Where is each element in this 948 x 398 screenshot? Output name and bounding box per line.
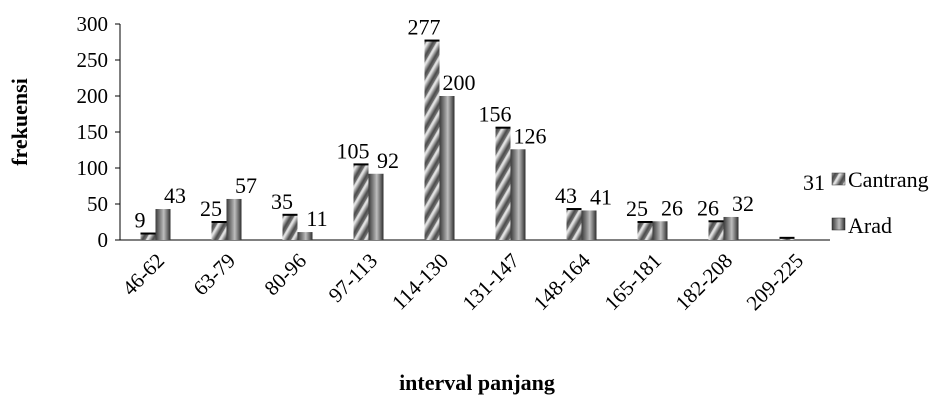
x-tick-label: 114-130 — [387, 249, 453, 315]
data-label-cantrang: 26 — [697, 195, 719, 220]
data-label-cantrang: 105 — [337, 138, 370, 163]
y-tick-label: 300 — [77, 12, 109, 36]
data-label-arad: 31 — [803, 170, 825, 195]
data-label-arad: 11 — [306, 206, 327, 231]
bar-cantrang — [282, 214, 298, 240]
y-tick-labels: 0 50 100 150 200 250 300 — [77, 12, 120, 252]
bar-arad — [368, 173, 384, 240]
data-label-arad: 126 — [514, 123, 547, 148]
data-label-cantrang: 43 — [555, 183, 577, 208]
legend: Cantrang Arad — [831, 167, 929, 238]
data-label-arad: 26 — [661, 195, 683, 220]
bar-arad — [581, 210, 597, 240]
bar-arad — [510, 149, 526, 240]
data-label-cantrang: 25 — [200, 196, 222, 221]
data-label-arad: 41 — [590, 184, 612, 209]
bar-cantrang — [566, 209, 582, 240]
bar-cantrang — [779, 237, 795, 240]
x-tick-label: 46-62 — [117, 249, 169, 301]
bar-arad — [652, 221, 668, 240]
data-label-arad: 43 — [164, 183, 186, 208]
bar-cantrang — [708, 221, 724, 240]
data-label-cantrang: 277 — [408, 15, 441, 40]
bar-cantrang — [140, 233, 156, 240]
x-tick-label: 131-147 — [458, 249, 524, 315]
data-label-arad: 57 — [235, 173, 257, 198]
legend-swatch-arad — [831, 217, 846, 231]
x-tick-label: 63-79 — [188, 249, 240, 301]
data-label-cantrang: 9 — [135, 208, 146, 233]
bar-cantrang — [424, 40, 440, 241]
legend-label-cantrang: Cantrang — [848, 167, 929, 192]
x-tick-label: 148-164 — [529, 248, 596, 315]
x-tick-label: 97-113 — [324, 249, 382, 307]
bar-arad — [723, 216, 739, 240]
x-tick-label: 209-225 — [742, 249, 808, 315]
x-axis-title: interval panjang — [399, 370, 555, 395]
x-tick-label: 80-96 — [259, 249, 311, 301]
y-tick-label: 100 — [77, 156, 109, 180]
data-label-arad: 32 — [732, 191, 754, 216]
bars — [140, 39, 795, 241]
data-label-cantrang: 25 — [626, 196, 648, 221]
y-tick-label: 0 — [98, 228, 109, 252]
y-axis-title: frekuensi — [7, 78, 32, 166]
x-tick-label: 165-181 — [600, 249, 666, 315]
data-label-arad: 92 — [377, 148, 399, 173]
data-label-cantrang: 35 — [271, 189, 293, 214]
y-tick-label: 50 — [87, 192, 108, 216]
bar-arad — [297, 232, 313, 240]
data-label-cantrang: 156 — [479, 102, 512, 127]
legend-swatch-cantrang — [831, 172, 846, 186]
y-tick-label: 200 — [77, 84, 109, 108]
data-label-arad: 200 — [443, 70, 476, 95]
legend-label-arad: Arad — [848, 213, 892, 238]
x-tick-label: 182-208 — [671, 249, 737, 315]
bar-cantrang — [495, 127, 511, 240]
y-tick-label: 250 — [77, 48, 109, 72]
bar-arad — [155, 209, 171, 240]
bar-cantrang — [211, 222, 227, 240]
y-tick-label: 150 — [77, 120, 109, 144]
bar-arad — [226, 198, 242, 240]
x-tick-labels: 46-62 63-79 80-96 97-113 114-130 131-147 148-1… — [117, 248, 808, 315]
bar-cantrang — [637, 222, 653, 240]
bar-cantrang — [353, 164, 369, 240]
bar-arad — [439, 96, 455, 240]
